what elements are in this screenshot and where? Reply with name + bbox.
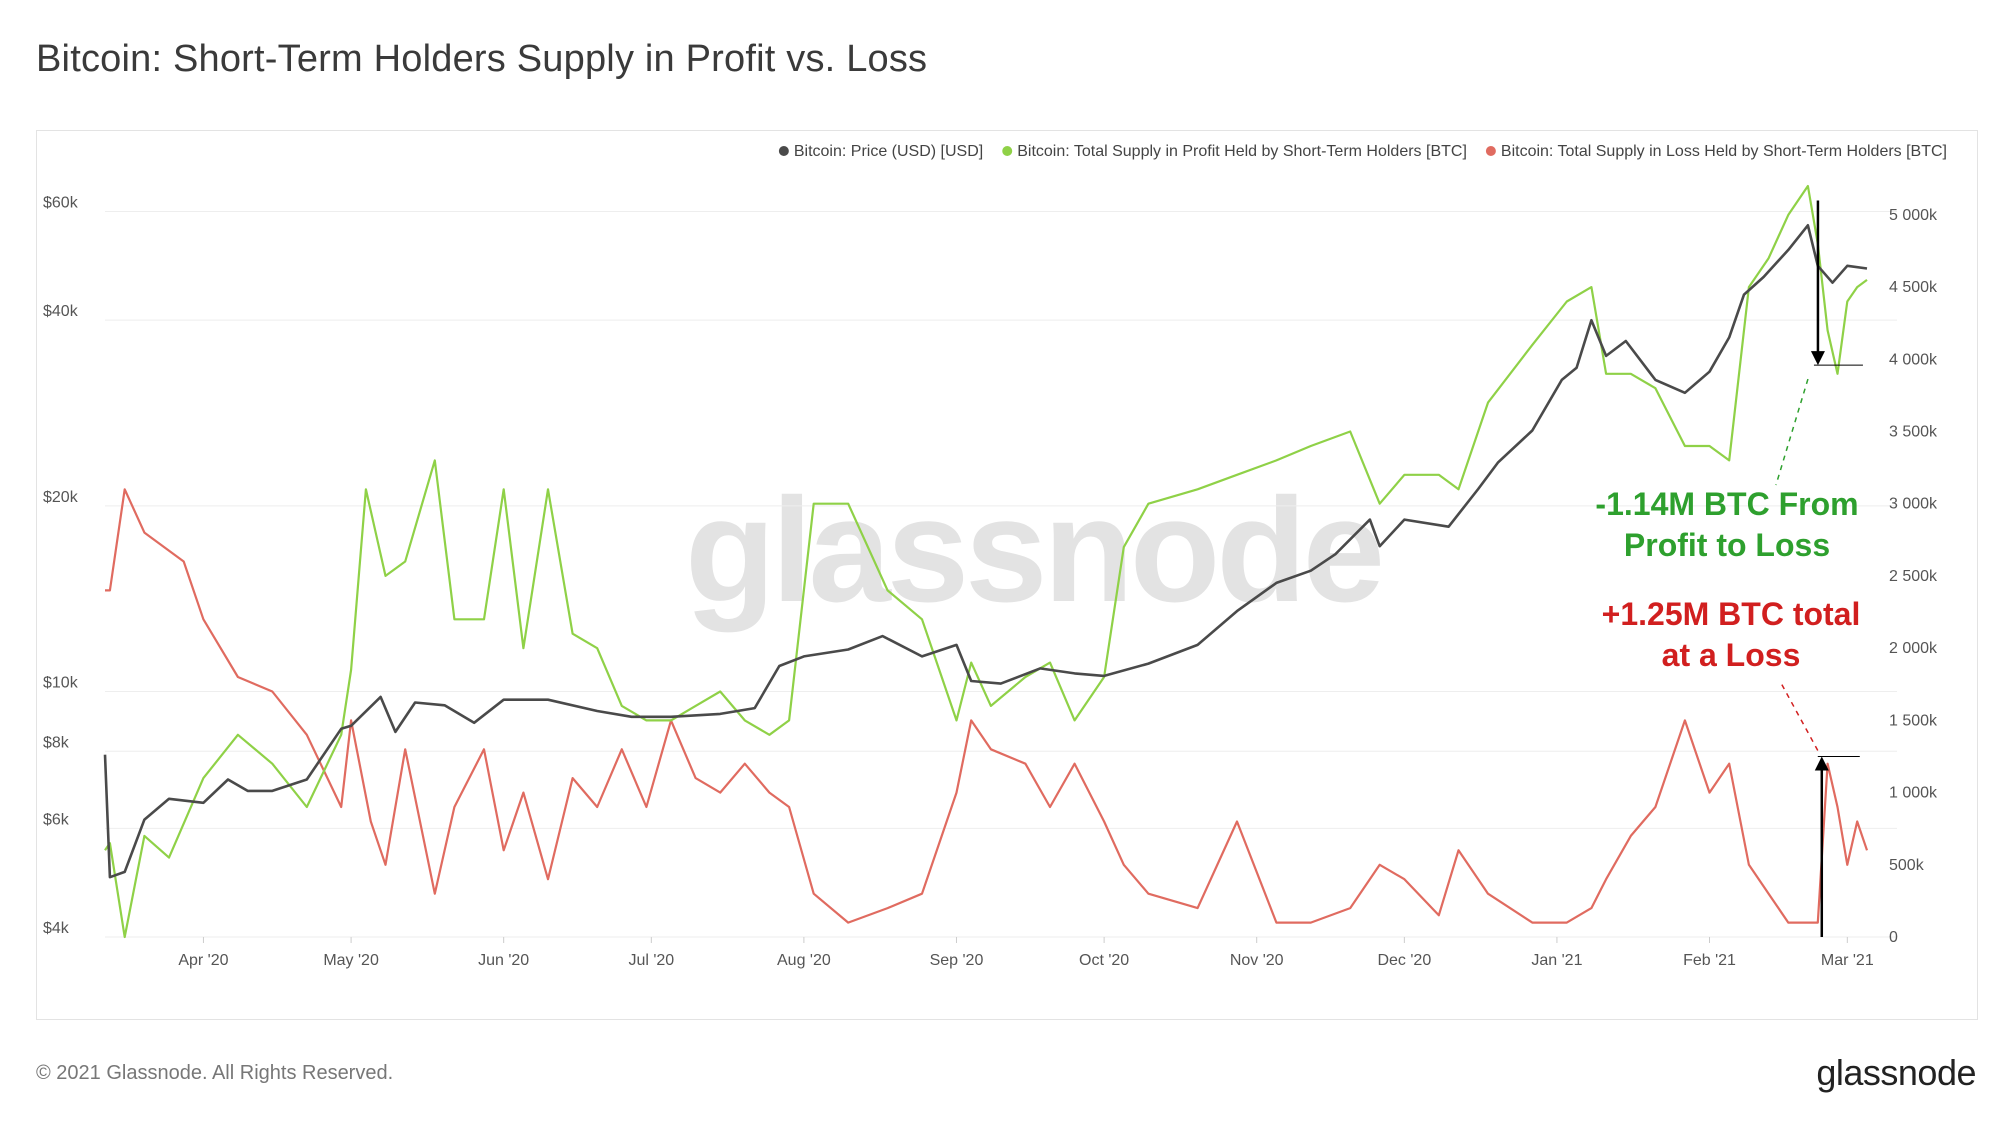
red-annotation-text: +1.25M BTC total	[1602, 596, 1861, 632]
x-tick-label: Oct '20	[1079, 952, 1129, 969]
loss-supply-line	[105, 488, 1869, 924]
y-left-tick-label: $20k	[43, 489, 79, 506]
y-right-tick-label: 1 500k	[1889, 712, 1938, 729]
price-line	[103, 224, 1868, 879]
y-left-tick-label: $60k	[43, 195, 79, 212]
legend-label: Bitcoin: Total Supply in Loss Held by Sh…	[1501, 143, 1947, 160]
red-annotation-leader	[1781, 684, 1819, 751]
watermark: glassnode	[685, 468, 1381, 633]
y-right-tick-label: 2 500k	[1889, 568, 1938, 585]
x-tick-label: Aug '20	[777, 952, 831, 969]
x-tick-label: Feb '21	[1683, 952, 1736, 969]
y-right-tick-label: 0	[1889, 929, 1898, 946]
x-axis: Apr '20 May '20 Jun '20 Jul '20 Aug '20 Sep '…	[178, 937, 1874, 969]
y-right-tick-label: 4 500k	[1889, 279, 1938, 296]
x-tick-label: Jul '20	[628, 952, 674, 969]
glassnode-logo[interactable]: glassnode	[1816, 1052, 1976, 1093]
y-right-tick-label: 3 500k	[1889, 424, 1938, 441]
x-tick-label: Jan '21	[1531, 952, 1582, 969]
legend-marker	[1485, 146, 1496, 156]
y-right-tick-label: 1 000k	[1889, 785, 1938, 802]
x-tick-label: Dec '20	[1377, 952, 1431, 969]
red-annotation-text: at a Loss	[1662, 637, 1801, 673]
rise-arrow-head	[1814, 756, 1829, 771]
legend-label: Bitcoin: Total Supply in Profit Held by …	[1017, 143, 1467, 160]
y-left-axis: $4k $6k $8k $10k $20k $40k $60k	[43, 195, 79, 937]
y-left-tick-label: $8k	[43, 734, 70, 751]
legend-marker	[778, 146, 789, 156]
x-tick-label: Mar '21	[1821, 952, 1874, 969]
x-tick-label: Apr '20	[178, 952, 228, 969]
y-right-tick-label: 5 000k	[1889, 207, 1938, 224]
legend-marker	[1002, 146, 1013, 156]
drop-arrow-head	[1810, 351, 1825, 366]
chart-frame: glassnode Bitcoin: Total Supply in Loss …	[36, 130, 1978, 1020]
green-annotation-text: -1.14M BTC From	[1595, 486, 1858, 522]
y-right-tick-label: 2 000k	[1889, 640, 1938, 657]
green-annotation-text: Profit to Loss	[1624, 527, 1830, 563]
x-tick-label: Jun '20	[478, 952, 529, 969]
y-right-tick-label: 3 000k	[1889, 496, 1938, 513]
y-left-tick-label: $6k	[43, 811, 70, 828]
y-right-tick-label: 500k	[1889, 857, 1925, 874]
grid-lines	[105, 211, 1897, 938]
y-right-axis: 0 500k 1 000k 1 500k 2 000k 2 500k 3 000k 3 500…	[1889, 207, 1938, 946]
annotations: -1.14M BTC From Profit to Loss +1.25M BTC …	[1595, 200, 1863, 937]
y-right-tick-label: 4 000k	[1889, 351, 1938, 368]
chart-svg: glassnode Bitcoin: Total Supply in Loss …	[43, 143, 1947, 969]
x-tick-label: May '20	[323, 952, 379, 969]
profit-supply-line	[104, 184, 1868, 939]
y-left-tick-label: $4k	[43, 920, 70, 937]
copyright-text: © 2021 Glassnode. All Rights Reserved.	[36, 1062, 394, 1084]
legend-label: Bitcoin: Price (USD) [USD]	[794, 143, 983, 160]
y-left-tick-label: $40k	[43, 303, 79, 320]
y-left-tick-label: $10k	[43, 675, 79, 692]
x-tick-label: Nov '20	[1230, 952, 1284, 969]
x-tick-label: Sep '20	[930, 952, 984, 969]
series-layer	[103, 184, 1869, 939]
green-annotation-leader	[1775, 378, 1809, 486]
legend: Bitcoin: Total Supply in Loss Held by Sh…	[778, 143, 1947, 160]
chart-title: Bitcoin: Short-Term Holders Supply in Pr…	[36, 38, 928, 80]
